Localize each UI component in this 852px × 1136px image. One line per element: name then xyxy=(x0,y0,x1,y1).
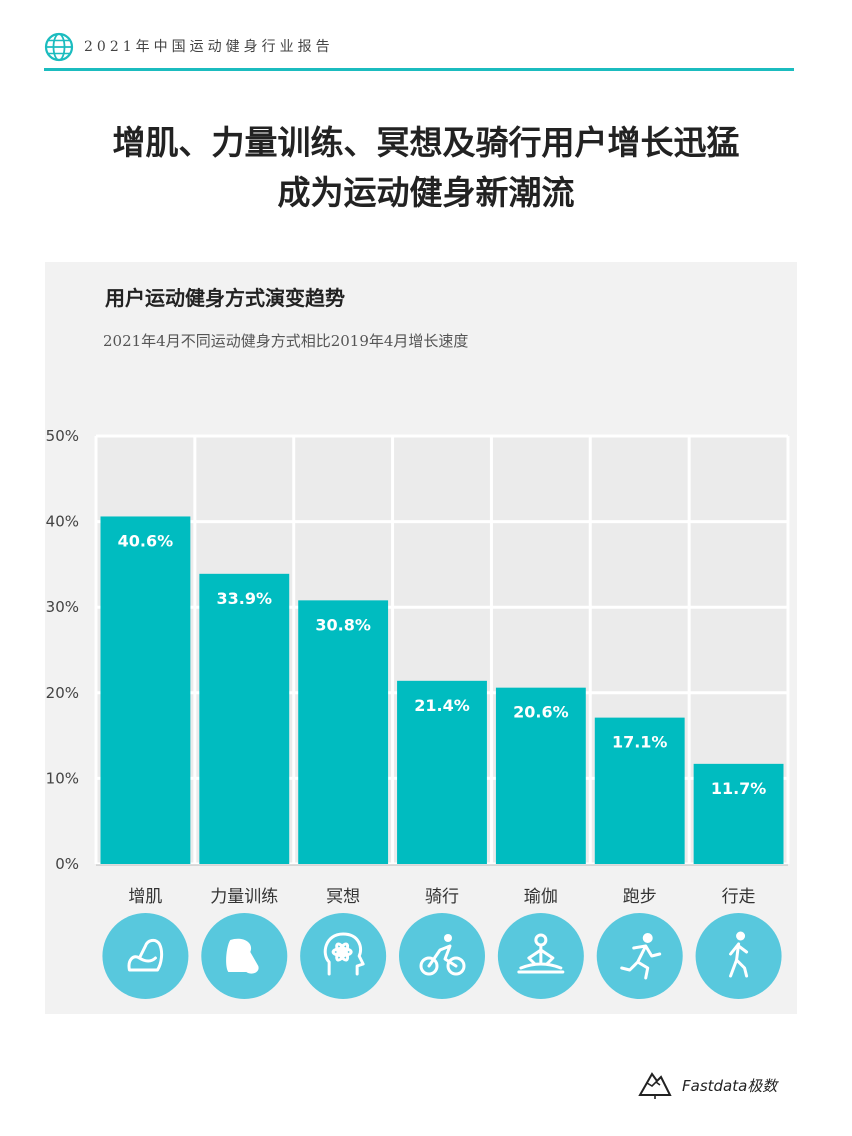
x-tick-label: 冥想 xyxy=(326,887,360,907)
bar-chart: 0% 10% 20% 30% 40% 50% 40.6% 33.9% 30.8% 21.4% 20.… xyxy=(46,427,790,999)
data-label: 17.1% xyxy=(612,733,668,752)
page-title-line-2: 成为运动健身新潮流 xyxy=(277,173,575,212)
runner-icon xyxy=(620,933,662,980)
chart-panel: 用户运动健身方式演变趋势 2021年4月不同运动健身方式相比2019年4月增长速… xyxy=(45,262,797,1014)
chart-title: 用户运动健身方式演变趋势 xyxy=(105,286,345,310)
strong-arm-icon xyxy=(226,938,259,974)
brand-name: Fastdata极数 xyxy=(682,1077,778,1095)
bar xyxy=(693,763,784,864)
x-tick-label: 瑜伽 xyxy=(524,887,558,907)
x-tick-label: 行走 xyxy=(722,887,756,907)
data-label: 11.7% xyxy=(711,779,767,798)
bar xyxy=(199,573,290,864)
meditation-head-icon xyxy=(323,932,365,976)
icon-circle xyxy=(399,913,485,999)
flexed-arm-icon xyxy=(127,938,164,972)
data-label: 33.9% xyxy=(217,589,273,608)
data-label: 20.6% xyxy=(513,703,569,722)
walker-icon xyxy=(729,931,749,978)
report-title: 2021年中国运动健身行业报告 xyxy=(84,39,334,55)
report-header: 2021年中国运动健身行业报告 xyxy=(44,30,794,72)
x-tick-label: 增肌 xyxy=(128,887,162,907)
y-tick-label: 10% xyxy=(46,769,79,787)
yoga-icon xyxy=(517,933,565,974)
bar xyxy=(495,687,586,864)
chart-subtitle: 2021年4月不同运动健身方式相比2019年4月增长速度 xyxy=(103,332,469,350)
bar xyxy=(100,516,191,864)
x-tick-label: 骑行 xyxy=(425,887,459,907)
brand-logo: Fastdata极数 xyxy=(638,1068,798,1104)
x-tick-label: 力量训练 xyxy=(210,887,278,907)
page-title: 增肌、力量训练、冥想及骑行用户增长迅猛 成为运动健身新潮流 xyxy=(0,118,852,218)
y-tick-label: 40% xyxy=(46,513,79,531)
data-label: 30.8% xyxy=(315,615,371,634)
y-tick-label: 50% xyxy=(46,427,79,445)
bar xyxy=(298,600,389,864)
bar xyxy=(397,680,487,864)
globe-icon xyxy=(44,32,74,62)
y-tick-label: 30% xyxy=(46,598,79,616)
bar xyxy=(594,717,685,864)
data-label: 21.4% xyxy=(414,696,470,715)
y-tick-label: 20% xyxy=(46,684,79,702)
y-tick-label: 0% xyxy=(55,855,79,873)
header-divider xyxy=(44,68,794,71)
data-label: 40.6% xyxy=(118,531,174,550)
x-tick-label: 跑步 xyxy=(623,887,657,907)
page-title-line-1: 增肌、力量训练、冥想及骑行用户增长迅猛 xyxy=(112,123,740,162)
mountain-logo-icon xyxy=(638,1072,672,1099)
icon-circle xyxy=(102,913,189,999)
cyclist-icon xyxy=(419,934,466,976)
